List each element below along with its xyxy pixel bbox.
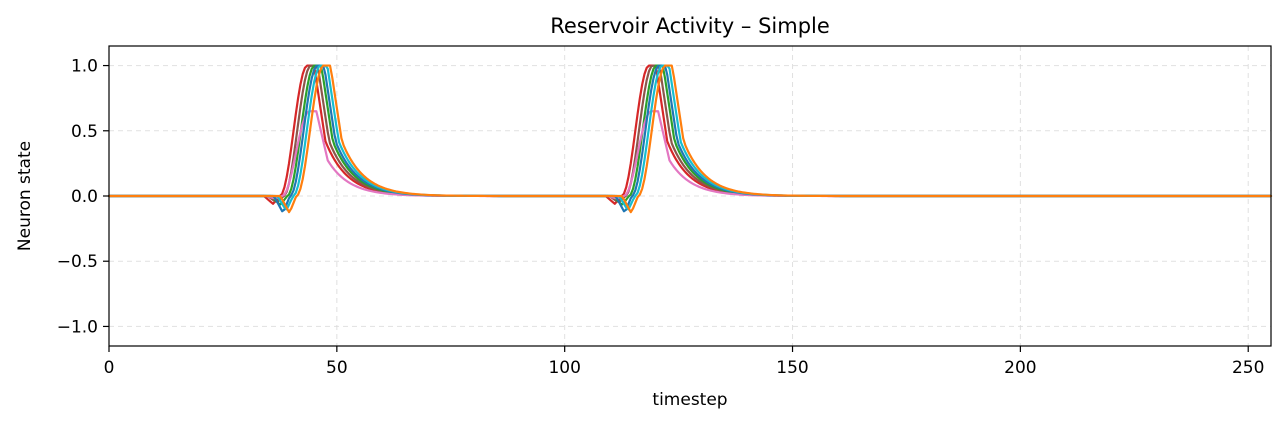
y-tick-label: −0.5 xyxy=(57,252,98,272)
x-tick-label: 250 xyxy=(1232,358,1264,378)
y-axis-label: Neuron state xyxy=(15,141,35,251)
x-tick-label: 50 xyxy=(326,358,348,378)
x-tick-label: 150 xyxy=(776,358,808,378)
x-tick-label: 100 xyxy=(548,358,580,378)
neuron-series-line-7 xyxy=(107,64,1273,214)
series-layer xyxy=(107,64,1273,214)
y-tick-label: 1.0 xyxy=(71,57,98,77)
x-tick-label: 0 xyxy=(104,358,115,378)
y-tick-label: 0.0 xyxy=(71,187,98,207)
neuron-series-line-3 xyxy=(107,64,1273,206)
y-tick-label: 0.5 xyxy=(71,122,98,142)
chart-title: Reservoir Activity – Simple xyxy=(550,14,830,38)
tick-layer: 0 50 100 150 200 250 −1.0 −0.5 0.0 0.5 1.0 xyxy=(57,57,1265,378)
y-tick-label: −1.0 xyxy=(57,317,98,337)
x-tick-label: 200 xyxy=(1004,358,1036,378)
x-axis-label: timestep xyxy=(652,390,727,410)
